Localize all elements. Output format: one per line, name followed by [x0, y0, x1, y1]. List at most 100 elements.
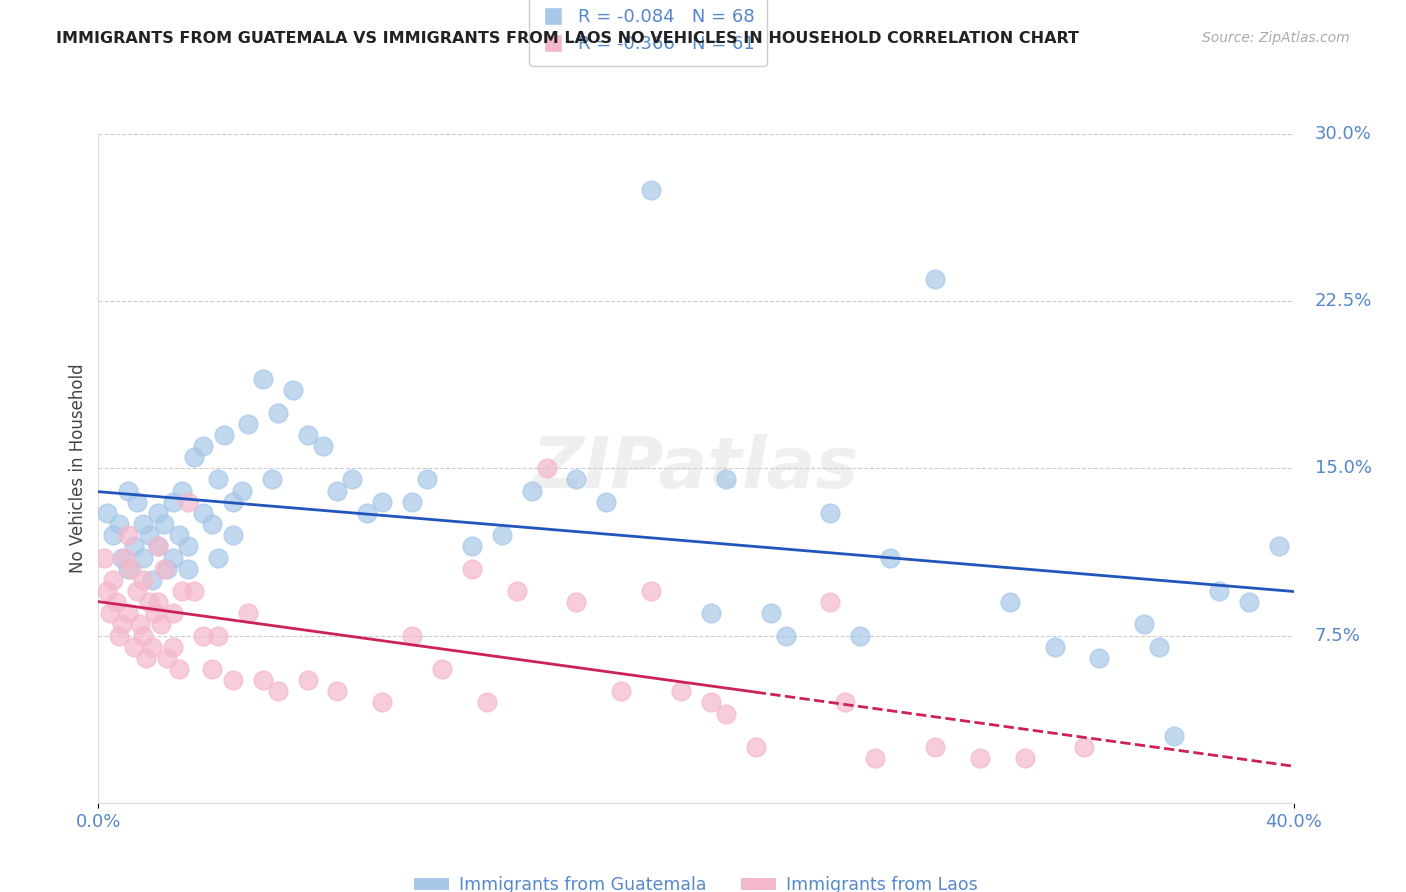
Point	[108, 517, 131, 532]
Point	[371, 494, 394, 508]
Point	[207, 550, 229, 565]
Point	[183, 450, 205, 465]
Point	[108, 628, 131, 642]
Point	[143, 607, 166, 621]
Point	[120, 562, 142, 576]
Point	[371, 696, 394, 710]
Point	[114, 550, 136, 565]
Point	[297, 673, 319, 688]
Point	[148, 506, 170, 520]
Point	[117, 528, 139, 542]
Point	[475, 696, 498, 710]
Point	[135, 651, 157, 665]
Point	[127, 584, 149, 599]
Point	[775, 628, 797, 642]
Point	[111, 550, 134, 565]
Point	[172, 584, 194, 599]
Y-axis label: No Vehicles in Household: No Vehicles in Household	[69, 363, 87, 574]
Point	[231, 483, 253, 498]
Point	[103, 573, 125, 587]
Point	[153, 517, 176, 532]
Point	[117, 607, 139, 621]
Point	[356, 506, 378, 520]
Point	[260, 473, 283, 487]
Point	[167, 528, 190, 542]
Point	[148, 539, 170, 553]
Legend: Immigrants from Guatemala, Immigrants from Laos: Immigrants from Guatemala, Immigrants fr…	[406, 870, 986, 892]
Point	[103, 528, 125, 542]
Point	[201, 517, 224, 532]
Point	[1267, 539, 1289, 553]
Point	[924, 271, 946, 285]
Point	[138, 528, 160, 542]
Text: 22.5%: 22.5%	[1315, 292, 1372, 310]
Point	[96, 584, 118, 599]
Point	[969, 751, 991, 765]
Point	[1088, 651, 1111, 665]
Point	[156, 562, 179, 576]
Point	[1147, 640, 1170, 654]
Point	[745, 740, 768, 755]
Point	[252, 673, 274, 688]
Point	[595, 494, 617, 508]
Point	[177, 562, 200, 576]
Point	[430, 662, 453, 676]
Point	[1163, 729, 1185, 743]
Point	[311, 439, 333, 453]
Point	[162, 494, 184, 508]
Point	[640, 584, 662, 599]
Point	[222, 494, 245, 508]
Point	[714, 473, 737, 487]
Point	[416, 473, 439, 487]
Point	[236, 607, 259, 621]
Point	[252, 372, 274, 386]
Point	[700, 696, 723, 710]
Point	[138, 595, 160, 609]
Text: 15.0%: 15.0%	[1315, 459, 1372, 477]
Point	[342, 473, 364, 487]
Point	[700, 607, 723, 621]
Point	[183, 584, 205, 599]
Point	[162, 640, 184, 654]
Point	[759, 607, 782, 621]
Point	[267, 684, 290, 698]
Text: IMMIGRANTS FROM GUATEMALA VS IMMIGRANTS FROM LAOS NO VEHICLES IN HOUSEHOLD CORRE: IMMIGRANTS FROM GUATEMALA VS IMMIGRANTS …	[56, 31, 1080, 46]
Point	[191, 439, 214, 453]
Point	[132, 550, 155, 565]
Point	[207, 473, 229, 487]
Point	[127, 494, 149, 508]
Point	[167, 662, 190, 676]
Point	[1208, 584, 1230, 599]
Point	[141, 573, 163, 587]
Point	[117, 483, 139, 498]
Point	[207, 628, 229, 642]
Point	[326, 483, 349, 498]
Point	[714, 706, 737, 721]
Point	[879, 550, 901, 565]
Point	[162, 607, 184, 621]
Point	[222, 673, 245, 688]
Point	[191, 506, 214, 520]
Point	[297, 428, 319, 442]
Point	[1133, 617, 1156, 632]
Point	[148, 595, 170, 609]
Point	[610, 684, 633, 698]
Point	[834, 696, 856, 710]
Point	[212, 428, 235, 442]
Point	[565, 473, 588, 487]
Point	[491, 528, 513, 542]
Text: Source: ZipAtlas.com: Source: ZipAtlas.com	[1202, 31, 1350, 45]
Point	[172, 483, 194, 498]
Point	[150, 617, 173, 632]
Point	[132, 573, 155, 587]
Point	[132, 628, 155, 642]
Point	[998, 595, 1021, 609]
Point	[124, 640, 146, 654]
Text: ZIPatlas: ZIPatlas	[533, 434, 859, 503]
Point	[401, 628, 423, 642]
Point	[117, 562, 139, 576]
Point	[191, 628, 214, 642]
Point	[153, 562, 176, 576]
Point	[98, 607, 122, 621]
Point	[820, 506, 842, 520]
